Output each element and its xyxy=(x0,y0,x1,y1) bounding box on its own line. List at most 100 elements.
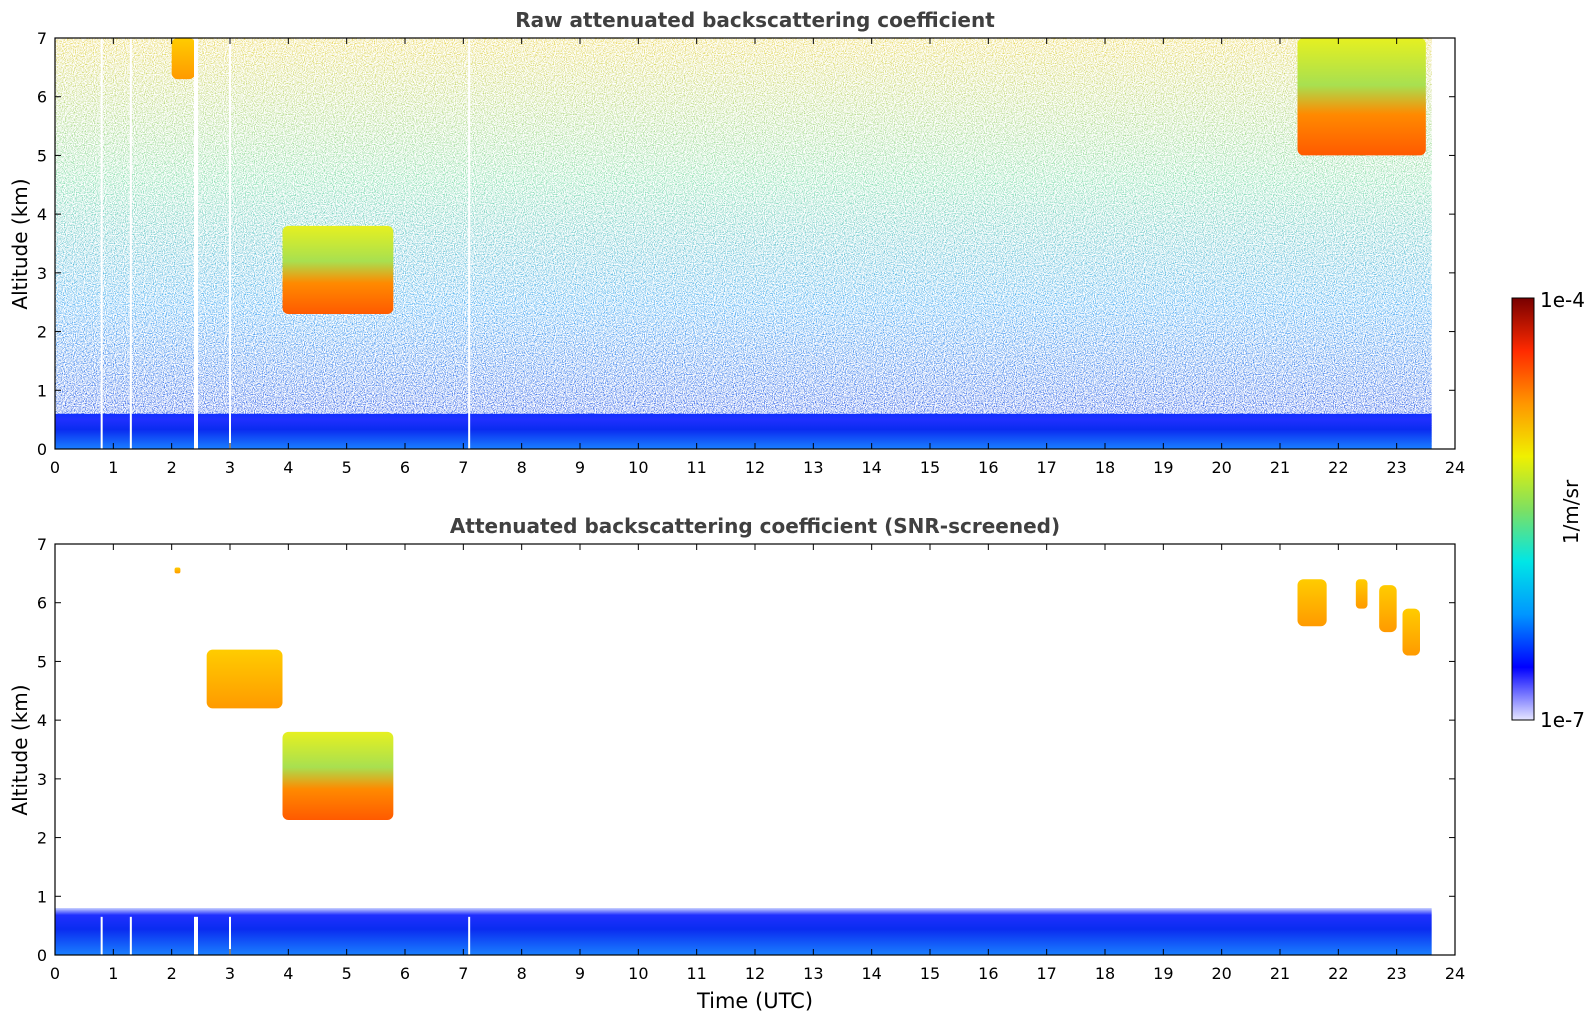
boundary-layer-mark xyxy=(55,413,1432,449)
x-tick-label: 9 xyxy=(575,458,585,477)
x-tick-label: 1 xyxy=(108,458,118,477)
raw-heatmap xyxy=(55,38,1432,449)
x-tick-label: 10 xyxy=(628,458,648,477)
cloud-mark xyxy=(1379,585,1397,633)
cloud-mark xyxy=(1402,608,1420,656)
x-tick-label: 13 xyxy=(803,964,823,983)
x-tick-label: 0 xyxy=(50,458,60,477)
x-tick-label: 3 xyxy=(225,964,235,983)
x-tick-label: 22 xyxy=(1328,458,1348,477)
x-tick-label: 11 xyxy=(686,964,706,983)
missing-data-gap xyxy=(129,38,132,449)
screened-backscatter-panel: Attenuated backscattering coefficient (S… xyxy=(8,514,1465,1013)
x-tick-label: 20 xyxy=(1211,458,1231,477)
x-tick-label: 23 xyxy=(1386,458,1406,477)
y-tick-label: 7 xyxy=(37,29,47,48)
colorbar-max-label: 1e-4 xyxy=(1540,288,1585,312)
x-tick-label: 13 xyxy=(803,458,823,477)
missing-data-gap xyxy=(468,38,471,449)
raw-y-axis-label: Altitude (km) xyxy=(8,178,32,309)
x-tick-label: 22 xyxy=(1328,964,1348,983)
screened-heatmap xyxy=(55,567,1432,955)
raw-noise-background xyxy=(55,38,1432,449)
screened-plot-frame xyxy=(54,543,1456,956)
y-tick-label: 5 xyxy=(37,652,47,671)
x-tick-label: 10 xyxy=(628,964,648,983)
cloud-mark xyxy=(171,38,195,80)
x-tick-label: 8 xyxy=(517,964,527,983)
x-tick-label: 6 xyxy=(400,458,410,477)
cloud-mark xyxy=(1297,579,1327,627)
x-tick-label: 17 xyxy=(1036,458,1056,477)
x-tick-label: 24 xyxy=(1445,964,1465,983)
x-tick-label: 21 xyxy=(1270,964,1290,983)
cloud-mark xyxy=(206,649,283,709)
x-tick-label: 17 xyxy=(1036,964,1056,983)
x-tick-label: 14 xyxy=(861,458,881,477)
x-tick-label: 19 xyxy=(1153,964,1173,983)
cloud-mark xyxy=(1297,38,1426,156)
colorbar-min-label: 1e-7 xyxy=(1540,708,1585,732)
x-tick-label: 12 xyxy=(745,458,765,477)
y-tick-label: 2 xyxy=(37,829,47,848)
missing-data-gap xyxy=(100,38,103,449)
x-tick-label: 12 xyxy=(745,964,765,983)
y-tick-label: 1 xyxy=(37,887,47,906)
x-tick-label: 21 xyxy=(1270,458,1290,477)
time-axis-label: Time (UTC) xyxy=(696,989,813,1013)
x-tick-label: 20 xyxy=(1211,964,1231,983)
x-tick-label: 9 xyxy=(575,964,585,983)
screened-x-axis: 0 1 2 3 4 5 6 7 8 9 10 11 12 13 14 15 16 17 18 19 20 21 22 23 24 xyxy=(50,544,1465,983)
x-tick-label: 23 xyxy=(1386,964,1406,983)
raw-panel-title: Raw attenuated backscattering coefficien… xyxy=(515,8,995,32)
missing-data-gap xyxy=(194,916,198,955)
x-tick-label: 15 xyxy=(920,458,940,477)
x-tick-label: 19 xyxy=(1153,458,1173,477)
x-tick-label: 16 xyxy=(978,964,998,983)
x-tick-label: 11 xyxy=(686,458,706,477)
y-tick-label: 1 xyxy=(37,381,47,400)
y-tick-label: 2 xyxy=(37,323,47,342)
x-tick-label: 18 xyxy=(1095,964,1115,983)
x-tick-label: 5 xyxy=(342,458,352,477)
x-tick-label: 8 xyxy=(517,458,527,477)
colorbar-unit-label: 1/m/sr xyxy=(1559,479,1583,544)
raw-y-axis: 0 1 2 3 4 5 6 7 xyxy=(37,29,1455,459)
cloud-mark xyxy=(1355,579,1368,609)
x-tick-label: 6 xyxy=(400,964,410,983)
y-tick-label: 5 xyxy=(37,146,47,165)
missing-data-gap xyxy=(100,916,103,955)
raw-backscatter-panel: Raw attenuated backscattering coefficien… xyxy=(8,8,1465,477)
x-tick-label: 4 xyxy=(283,964,293,983)
colorbar: 1e-4 1e-7 1/m/sr xyxy=(1511,288,1585,732)
x-tick-label: 2 xyxy=(167,458,177,477)
missing-data-gap xyxy=(194,38,198,449)
y-tick-label: 4 xyxy=(37,711,47,730)
cloud-mark xyxy=(174,567,181,574)
screened-y-axis: 0 1 2 3 4 5 6 7 xyxy=(37,535,1455,965)
x-tick-label: 0 xyxy=(50,964,60,983)
y-tick-label: 6 xyxy=(37,594,47,613)
y-tick-label: 6 xyxy=(37,88,47,107)
x-tick-label: 1 xyxy=(108,964,118,983)
raw-x-axis: 0 1 2 3 4 5 6 7 8 9 10 11 12 13 14 15 16 17 18 19 20 21 22 23 24 xyxy=(50,38,1465,477)
colorbar-gradient xyxy=(1511,297,1535,721)
cloud-mark xyxy=(282,225,394,314)
missing-data-gap xyxy=(129,916,132,955)
screened-panel-title: Attenuated backscattering coefficient (S… xyxy=(450,514,1060,538)
x-tick-label: 14 xyxy=(861,964,881,983)
cloud-mark xyxy=(282,731,394,820)
missing-data-gap xyxy=(468,916,471,955)
y-tick-label: 3 xyxy=(37,264,47,283)
x-tick-label: 4 xyxy=(283,458,293,477)
y-tick-label: 0 xyxy=(37,440,47,459)
boundary-layer-mark xyxy=(55,908,1432,955)
x-tick-label: 15 xyxy=(920,964,940,983)
screened-y-axis-label: Altitude (km) xyxy=(8,684,32,815)
x-tick-label: 2 xyxy=(167,964,177,983)
x-tick-label: 16 xyxy=(978,458,998,477)
x-tick-label: 18 xyxy=(1095,458,1115,477)
x-tick-label: 7 xyxy=(458,458,468,477)
y-tick-label: 4 xyxy=(37,205,47,224)
